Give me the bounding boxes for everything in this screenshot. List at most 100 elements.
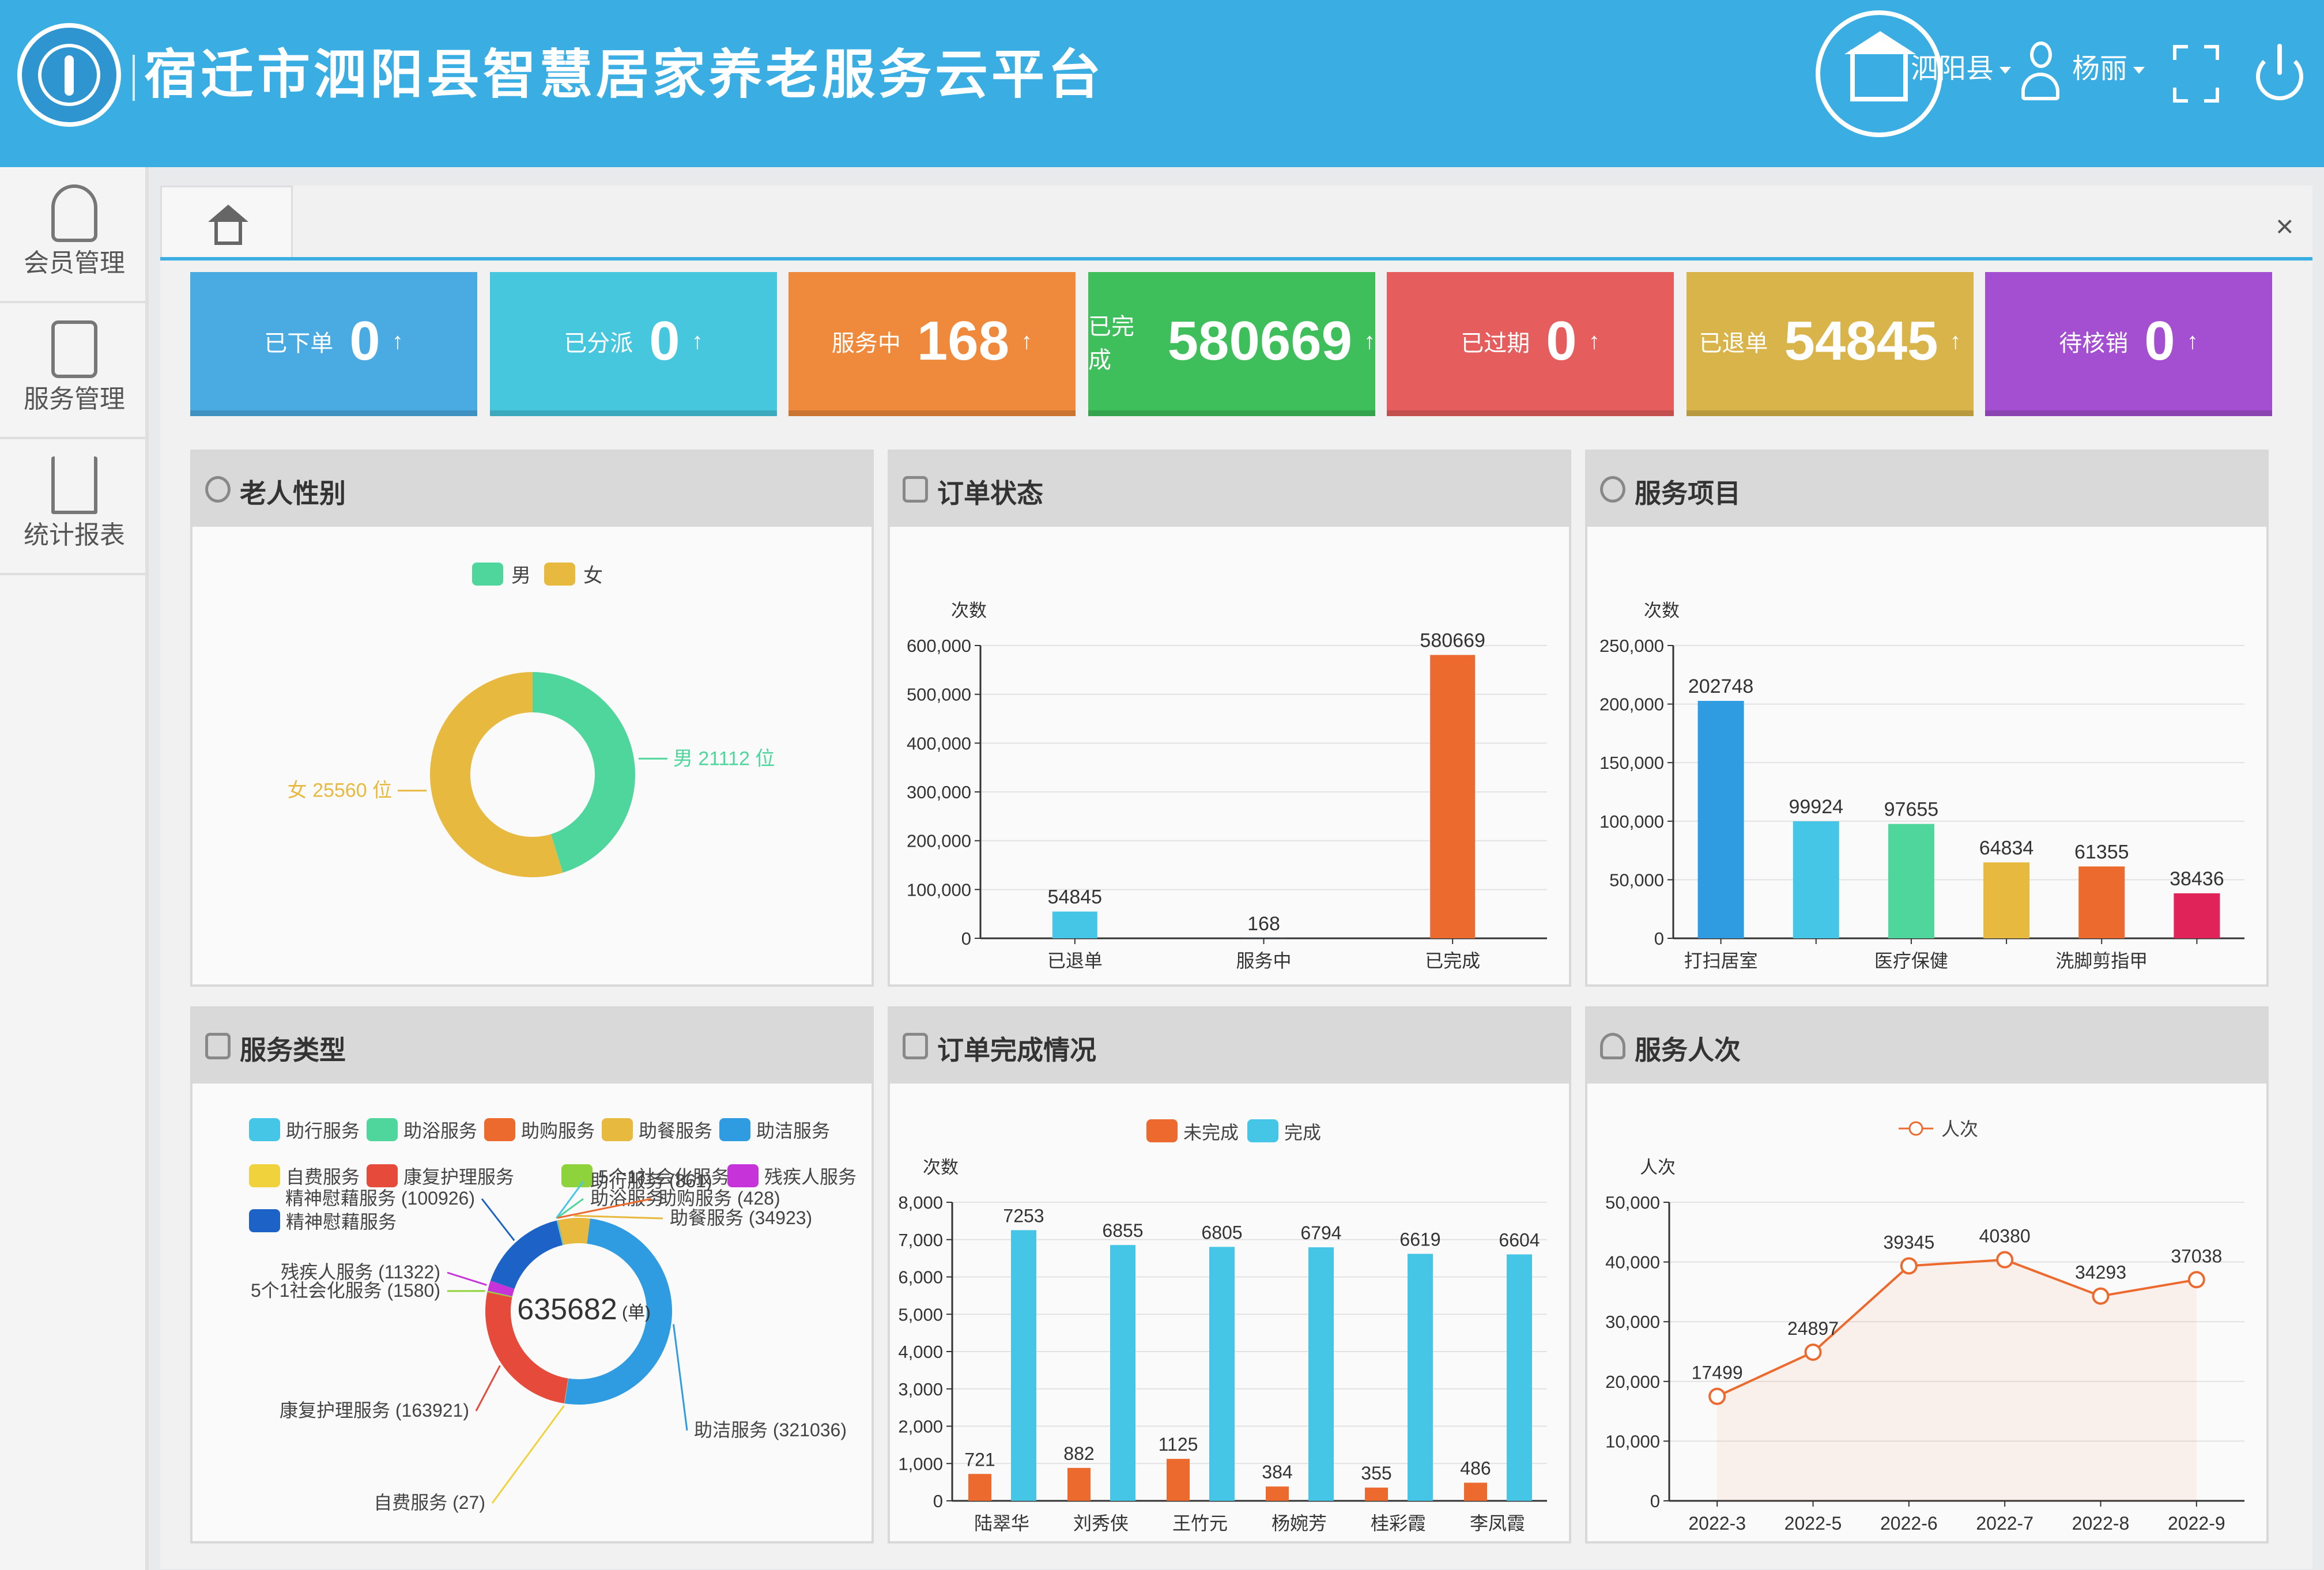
x-tick-label: 李凤霞 [1470,1513,1525,1534]
y-tick-label: 500,000 [907,685,971,705]
bar-value-label: 61355 [2074,841,2129,863]
top-header: 宿迁市泗阳县智慧居家养老服务云平台 泗阳县 杨丽 [0,0,2324,167]
stat-card[interactable]: 已退单 54845 ↑ [1687,272,1974,416]
pie-label-line [557,1198,652,1219]
x-tick-label: 2022-3 [1688,1513,1746,1534]
stat-label: 已过期 [1461,331,1530,356]
x-tick-label: 服务中 [1236,950,1291,971]
power-icon[interactable] [2254,41,2306,105]
legend-swatch [561,1164,593,1187]
pie-slice [485,1292,568,1404]
x-tick-label: 杨婉芳 [1272,1513,1327,1534]
stat-card[interactable]: 待核销 0 ↑ [1985,272,2272,416]
main-content: × 已下单 0 ↑ 已分派 0 ↑ 服务中 168 ↑ 已完成 580669 ↑ 已过期 0 ↑ 已退单 548… [160,186,2312,1569]
service-items-chart: 0 50,000 100,000 150,000 200,000 250,000 次数 202… [1599,601,2244,971]
user-icon[interactable] [2020,41,2061,105]
legend-swatch [249,1118,280,1141]
arrow-up-icon: ↑ [1021,328,1033,354]
fullscreen-icon[interactable] [2173,45,2219,103]
checklist-icon [903,1033,928,1059]
center-total: 635682 [517,1293,617,1326]
pie-label-line [447,1271,487,1286]
bar [2174,893,2220,938]
y-tick-label: 50,000 [1609,870,1664,890]
line-point [2187,1271,2205,1289]
bar [1793,821,1839,938]
gender-chart: 男 女男 21112 位女 25560 位 [288,563,775,877]
y-axis-label: 次数 [951,601,987,621]
bar [1011,1230,1036,1501]
clipboard-icon [205,1033,231,1059]
x-tick-label: 2022-5 [1784,1513,1842,1534]
legend-label: 人次 [1941,1119,1978,1139]
panel-service-count: 服务人次 人次 0 10,000 20,000 30,000 40,000 50,000 人次… [1585,1006,2269,1543]
pie-label: 助行服务 (861) [590,1171,712,1191]
bar [1266,1486,1289,1501]
sidebar-item-member[interactable]: 会员管理 [0,167,149,303]
stat-card[interactable]: 已下单 0 ↑ [190,272,477,416]
pie-slice [429,672,563,877]
y-tick-label: 1,000 [898,1454,943,1474]
x-tick-label: 洗脚剪指甲 [2055,950,2148,971]
bar-value-label: 721 [964,1449,995,1470]
bar-value-label: 6794 [1300,1222,1341,1243]
bar-value-label: 97655 [1884,799,1939,821]
x-tick-label: 已退单 [1047,950,1103,971]
point-value-label: 24897 [1787,1318,1839,1339]
series-line [1716,1258,2197,1398]
pie-label-line [481,1198,515,1241]
stat-value: 168 [916,310,1010,372]
bar [968,1474,991,1501]
sidebar-item-service[interactable]: 服务管理 [0,303,149,439]
region-selector[interactable]: 泗阳县 [1911,52,2012,86]
y-tick-label: 3,000 [898,1379,943,1399]
x-tick-label: 刘秀侠 [1073,1513,1129,1534]
y-tick-label: 5,000 [898,1304,943,1324]
member-icon [51,184,97,242]
bar [1408,1254,1433,1501]
bar [1507,1254,1532,1501]
panel-service-items: 服务项目 0 50,000 100,000 150,000 200,000 250,000… [1585,450,2269,987]
order-completion-chart: 未完成 完成 0 1,000 2,000 3,000 4,000 5,000 6,000 7,00… [898,1119,1547,1534]
y-tick-label: 250,000 [1599,636,1664,656]
bar-value-label: 384 [1262,1462,1292,1482]
stat-card[interactable]: 已完成 580669 ↑ [1088,272,1375,416]
y-axis-label: 人次 [1640,1157,1676,1178]
app-title: 宿迁市泗阳县智慧居家养老服务云平台 [144,46,1105,104]
bar-value-label: 486 [1460,1458,1491,1479]
legend-label: 女 [583,565,603,587]
tab-home[interactable] [160,186,293,257]
sidebar-item-label: 服务管理 [24,385,125,413]
panel-title: 服务项目 [1635,478,1741,508]
logo-icon [17,23,121,127]
panel-header: 服务人次 [1587,1009,2266,1084]
y-tick-label: 6,000 [898,1267,943,1288]
line-point [2092,1287,2110,1305]
user-menu[interactable]: 杨丽 [2072,52,2145,86]
pie-label: 男 21112 位 [673,748,775,769]
legend-label: 残疾人服务 [764,1167,857,1187]
person-icon [1600,1033,1625,1059]
bar [1365,1488,1388,1501]
bar-value-label: 6805 [1201,1222,1242,1243]
point-value-label: 37038 [2171,1246,2222,1266]
stat-card[interactable]: 已过期 0 ↑ [1387,272,1674,416]
close-icon[interactable]: × [2276,209,2294,244]
sidebar-item-report[interactable]: 统计报表 [0,439,149,575]
pie-slice [490,1220,563,1289]
x-tick-label: 桂彩霞 [1371,1513,1426,1534]
pie-slice [557,1220,564,1246]
bar-value-label: 6604 [1499,1229,1540,1250]
panel-service-types: 服务类型 助行服务 助浴服务 助购服务 助餐服务 助洁服务 自费服务 康复护理服务 5个1社会… [190,1006,874,1543]
legend-swatch [367,1164,398,1187]
region-house-icon[interactable] [1816,10,1942,137]
stat-card[interactable]: 已分派 0 ↑ [490,272,777,416]
pie-label: 助购服务 (428) [658,1188,780,1209]
stat-value: 0 [349,310,380,372]
legend-label: 助购服务 [521,1120,595,1141]
pie-label-line [491,1405,565,1504]
arrow-up-icon: ↑ [691,328,703,354]
stat-card[interactable]: 服务中 168 ↑ [788,272,1076,416]
bar-value-label: 99924 [1789,796,1843,818]
sidebar-item-label: 会员管理 [24,249,125,277]
